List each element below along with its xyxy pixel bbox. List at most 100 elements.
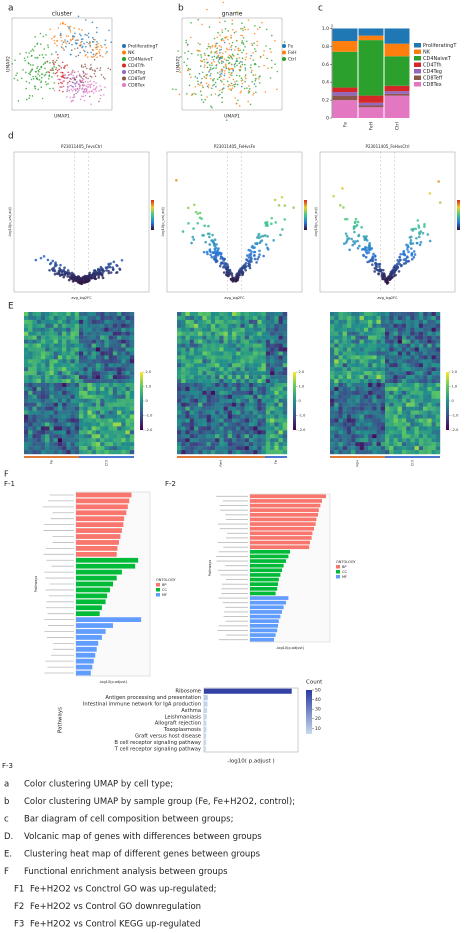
heat-cell xyxy=(270,343,275,348)
gene-point xyxy=(342,206,345,209)
heat-cell xyxy=(202,386,207,392)
legend-label: CC xyxy=(342,570,347,574)
heat-cell xyxy=(270,398,275,403)
cell-point xyxy=(244,67,247,69)
bar-segment xyxy=(332,95,358,101)
heat-cell xyxy=(406,375,411,380)
heat-cell xyxy=(40,319,46,325)
heat-cell xyxy=(53,339,59,344)
gene-point xyxy=(234,276,237,279)
y-tick-label: T cell receptor signaling pathway xyxy=(114,746,201,752)
cell-point xyxy=(28,82,31,84)
heat-cell xyxy=(240,442,245,447)
heat-cell xyxy=(129,406,135,411)
cell-point xyxy=(38,54,41,57)
heat-cell xyxy=(129,319,135,325)
gene-point xyxy=(410,253,414,257)
heat-cell xyxy=(223,418,228,423)
cell-point xyxy=(232,78,235,81)
caption-text: Color clustering UMAP by cell type; xyxy=(24,780,173,790)
gene-point xyxy=(360,225,363,229)
heat-cell xyxy=(274,430,279,435)
heat-cell xyxy=(372,410,377,415)
cell-point xyxy=(265,28,268,31)
bar-segment xyxy=(332,41,358,52)
heat-cell xyxy=(248,406,254,411)
heat-cell xyxy=(32,386,37,392)
heat-cell xyxy=(117,450,122,455)
heat-cell xyxy=(87,315,92,321)
heat-cell xyxy=(427,450,432,455)
heat-cell xyxy=(338,383,343,388)
heat-cell xyxy=(177,367,182,372)
cell-point xyxy=(64,39,66,41)
heat-cell xyxy=(87,446,92,451)
cell-point xyxy=(85,19,87,21)
gene-point xyxy=(374,258,377,262)
colorbar xyxy=(293,372,296,430)
legend-label: Ctrl xyxy=(288,57,296,63)
heat-cell xyxy=(125,450,130,455)
heat-cell xyxy=(414,351,420,356)
heat-cell xyxy=(338,410,343,415)
heat-cell xyxy=(117,414,122,419)
heat-cell xyxy=(334,323,339,328)
cell-point xyxy=(81,38,84,40)
heat-cell xyxy=(338,351,343,356)
cell-point xyxy=(224,28,227,30)
heat-cell xyxy=(342,339,348,344)
cell-point xyxy=(231,74,233,77)
heat-cell xyxy=(342,390,348,396)
cell-point xyxy=(186,93,188,95)
heat-cell xyxy=(185,434,190,439)
heat-cell xyxy=(265,430,271,435)
cell-point xyxy=(178,93,181,96)
heat-cell xyxy=(423,351,428,356)
heat-cell xyxy=(125,339,130,344)
heat-cell xyxy=(193,438,199,443)
heat-cell xyxy=(206,414,212,419)
heat-cell xyxy=(385,312,390,317)
gene-point xyxy=(207,224,210,228)
heat-cell xyxy=(83,386,88,392)
heat-cell xyxy=(66,394,71,399)
heat-cell xyxy=(423,359,428,364)
heat-cell xyxy=(270,402,275,407)
heat-cell xyxy=(70,442,75,447)
heat-cell xyxy=(278,418,283,423)
heat-cell xyxy=(79,410,84,415)
heat-cell xyxy=(359,323,365,328)
heat-cell xyxy=(215,319,220,325)
gene-point xyxy=(115,263,118,267)
heat-cell xyxy=(330,323,335,328)
heat-cell xyxy=(380,418,386,423)
heat-cell xyxy=(24,390,29,396)
cell-point xyxy=(210,77,212,80)
cell-point xyxy=(220,39,223,42)
heat-cell xyxy=(232,315,237,321)
cell-point xyxy=(77,54,80,57)
heat-cell xyxy=(265,379,271,384)
gene-point xyxy=(68,275,72,278)
heat-cell xyxy=(418,355,424,360)
heat-cell xyxy=(278,390,283,396)
heat-cell xyxy=(427,327,432,332)
heat-cell xyxy=(401,355,407,360)
heat-cell xyxy=(257,315,262,321)
gene-point xyxy=(418,243,422,247)
gene-point xyxy=(87,279,90,282)
heat-cell xyxy=(330,371,335,376)
cell-point xyxy=(224,50,227,53)
heat-cell xyxy=(36,343,42,348)
heat-cell xyxy=(53,347,59,352)
heat-cell xyxy=(28,315,33,321)
heat-cell xyxy=(342,434,348,439)
heat-cell xyxy=(91,418,97,423)
heat-cell xyxy=(215,390,220,396)
heat-cell xyxy=(414,347,420,352)
heat-cell xyxy=(346,442,352,447)
heat-cell xyxy=(376,402,381,407)
heat-cell xyxy=(57,414,63,419)
cell-point xyxy=(27,62,30,64)
cell-point xyxy=(82,66,85,68)
